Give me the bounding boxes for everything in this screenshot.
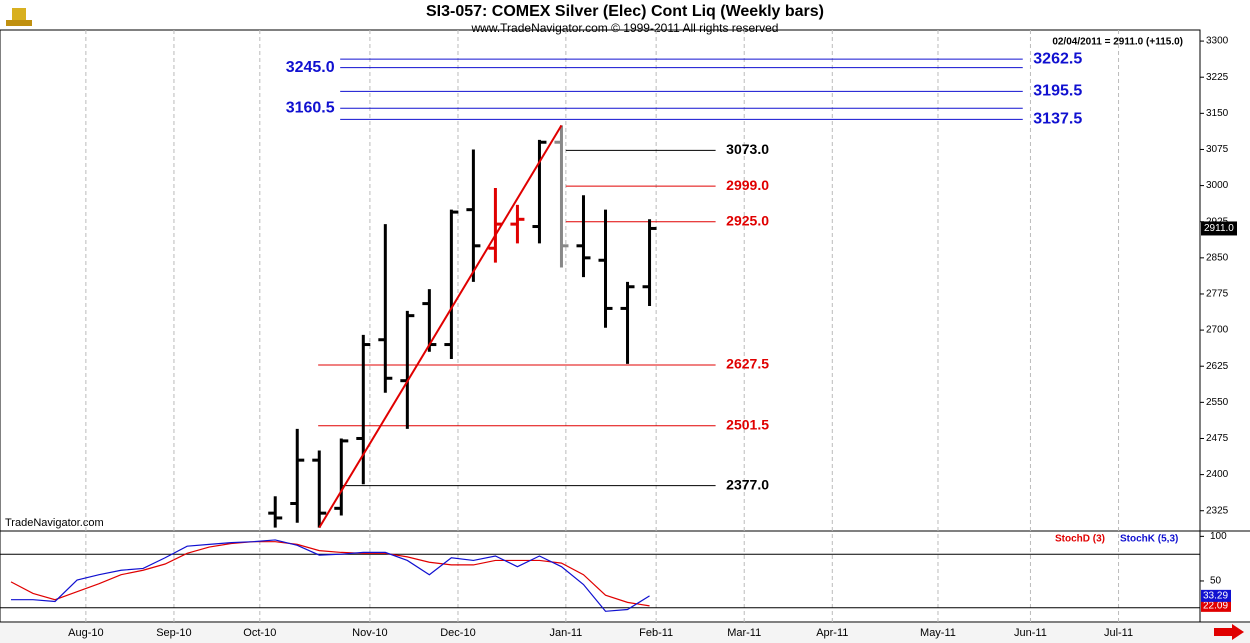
x-tick-label: Mar-11	[727, 627, 761, 639]
x-tick-label: Apr-11	[816, 627, 848, 639]
x-tick-label: May-11	[920, 627, 956, 639]
y-tick-label: 2475	[1206, 433, 1229, 444]
y-tick-label: 2625	[1206, 361, 1229, 372]
y-tick-label: 2400	[1206, 469, 1229, 480]
time-axis-strip	[0, 623, 1250, 643]
scroll-arrow[interactable]	[1214, 624, 1244, 640]
x-tick-label: Dec-10	[440, 627, 475, 639]
x-tick-label: Oct-10	[243, 627, 276, 639]
x-tick-label: Jul-11	[1104, 627, 1133, 639]
y-tick-label: 3075	[1206, 144, 1229, 155]
y-tick-label: 2550	[1206, 397, 1229, 408]
x-tick-label: Feb-11	[639, 627, 673, 639]
y-tick-label: 2775	[1206, 289, 1229, 300]
value-label: 33.29	[1203, 591, 1228, 602]
trend-line	[318, 124, 563, 529]
level-label: 3262.5	[1033, 50, 1082, 67]
status-readout: 02/04/2011 = 2911.0 (+115.0)	[1052, 37, 1183, 48]
x-tick-label: Aug-10	[68, 627, 103, 639]
chart-title: SI3-057: COMEX Silver (Elec) Cont Liq (W…	[426, 3, 824, 20]
level-label: 2925.0	[726, 212, 769, 228]
last-price-label: 2911.0	[1204, 223, 1234, 234]
level-label: 3137.5	[1033, 111, 1082, 128]
watermark: TradeNavigator.com	[5, 517, 104, 529]
level-label: 2999.0	[726, 177, 769, 193]
x-tick-label: Jun-11	[1014, 627, 1047, 639]
chart-subtitle: www.TradeNavigator.com © 1999-2011 All r…	[471, 21, 779, 35]
stoch-line	[11, 539, 650, 612]
last-price-box	[1201, 221, 1237, 236]
level-label: 3160.5	[286, 99, 335, 116]
y-tick-label: 2325	[1206, 505, 1229, 516]
x-tick-label: Jan-11	[549, 627, 582, 639]
value-box	[1201, 589, 1231, 602]
y-tick-label: 3150	[1206, 108, 1229, 119]
stoch-line	[10, 541, 650, 607]
y-tick-label: 2850	[1206, 252, 1229, 263]
x-tick-label: Sep-10	[156, 627, 191, 639]
logo	[6, 8, 32, 26]
y-tick-label: 3300	[1206, 36, 1229, 47]
legend-entry: StochD (3)	[1055, 534, 1105, 545]
level-label: 3195.5	[1033, 83, 1082, 100]
level-label: 2377.0	[726, 476, 769, 492]
x-tick-label: Nov-10	[352, 627, 387, 639]
y-tick-label: 2700	[1206, 325, 1229, 336]
legend-entry: StochK (5,3)	[1120, 534, 1178, 545]
value-label: 22.09	[1203, 601, 1228, 612]
level-label: 2627.5	[726, 356, 769, 372]
y-tick-label: 3000	[1206, 180, 1229, 191]
y-tick-label: 100	[1210, 531, 1227, 542]
level-label: 2501.5	[726, 416, 769, 432]
y-tick-label: 50	[1210, 576, 1222, 587]
level-label: 3245.0	[286, 59, 335, 76]
y-tick-label: 3225	[1206, 72, 1229, 83]
level-label: 3073.0	[726, 141, 769, 157]
value-box	[1201, 599, 1231, 612]
